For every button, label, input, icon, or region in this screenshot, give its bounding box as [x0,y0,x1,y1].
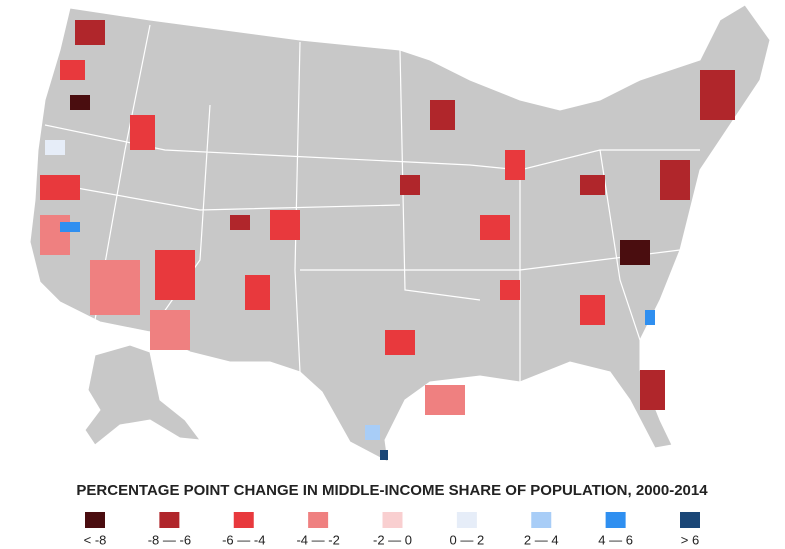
metro-area [45,140,65,155]
metro-area [620,240,650,265]
metro-area [400,175,420,195]
metro-area [40,215,70,255]
metro-area [640,370,665,410]
metro-area [60,222,80,232]
legend-label: 4 — 6 [598,532,633,547]
metro-area [580,295,605,325]
metro-area [365,425,380,440]
legend-label: -4 — -2 [296,532,339,547]
metro-area [480,215,510,240]
us-mainland [29,4,771,463]
legend: < -8 -8 — -6 -6 — -4 -4 — -2 -2 — 0 0 — 2 2 — … [84,512,700,547]
metro-area [660,160,690,200]
metro-area [645,310,655,325]
map [29,4,771,463]
legend-label: 0 — 2 [450,532,485,547]
metro-area [90,260,140,315]
metro-area [700,70,735,120]
legend-swatch [456,512,477,528]
metro-area [505,150,525,180]
metro-area [430,100,455,130]
metro-area [425,385,465,415]
legend-swatch [680,512,700,528]
legend-swatch [85,512,105,528]
legend-label: -2 — 0 [373,532,412,547]
legend-swatch [605,512,626,528]
legend-swatch [159,512,180,528]
metro-area [130,115,155,150]
legend-label: 2 — 4 [524,532,559,547]
legend-title: PERCENTAGE POINT CHANGE IN MIDDLE-INCOME… [76,482,708,499]
legend-label: -6 — -4 [222,532,265,547]
metro-area [40,175,80,200]
legend-swatch [531,512,552,528]
metro-area [500,280,520,300]
metro-area [70,95,90,110]
legend-label: < -8 [84,532,107,547]
metro-areas [40,20,735,460]
metro-area [380,450,388,460]
metro-area [60,60,85,80]
state-lines [44,24,700,382]
legend-swatch [233,512,254,528]
alaska [84,344,202,446]
legend-label: > 6 [681,532,699,547]
legend-swatch [382,512,403,528]
metro-area [155,250,195,300]
legend-label: -8 — -6 [148,532,191,547]
metro-area [150,310,190,350]
metro-area [385,330,415,355]
metro-area [230,215,250,230]
metro-area [245,275,270,310]
legend-swatch [308,512,329,528]
metro-area [75,20,105,45]
metro-area [270,210,300,240]
metro-area [580,175,605,195]
